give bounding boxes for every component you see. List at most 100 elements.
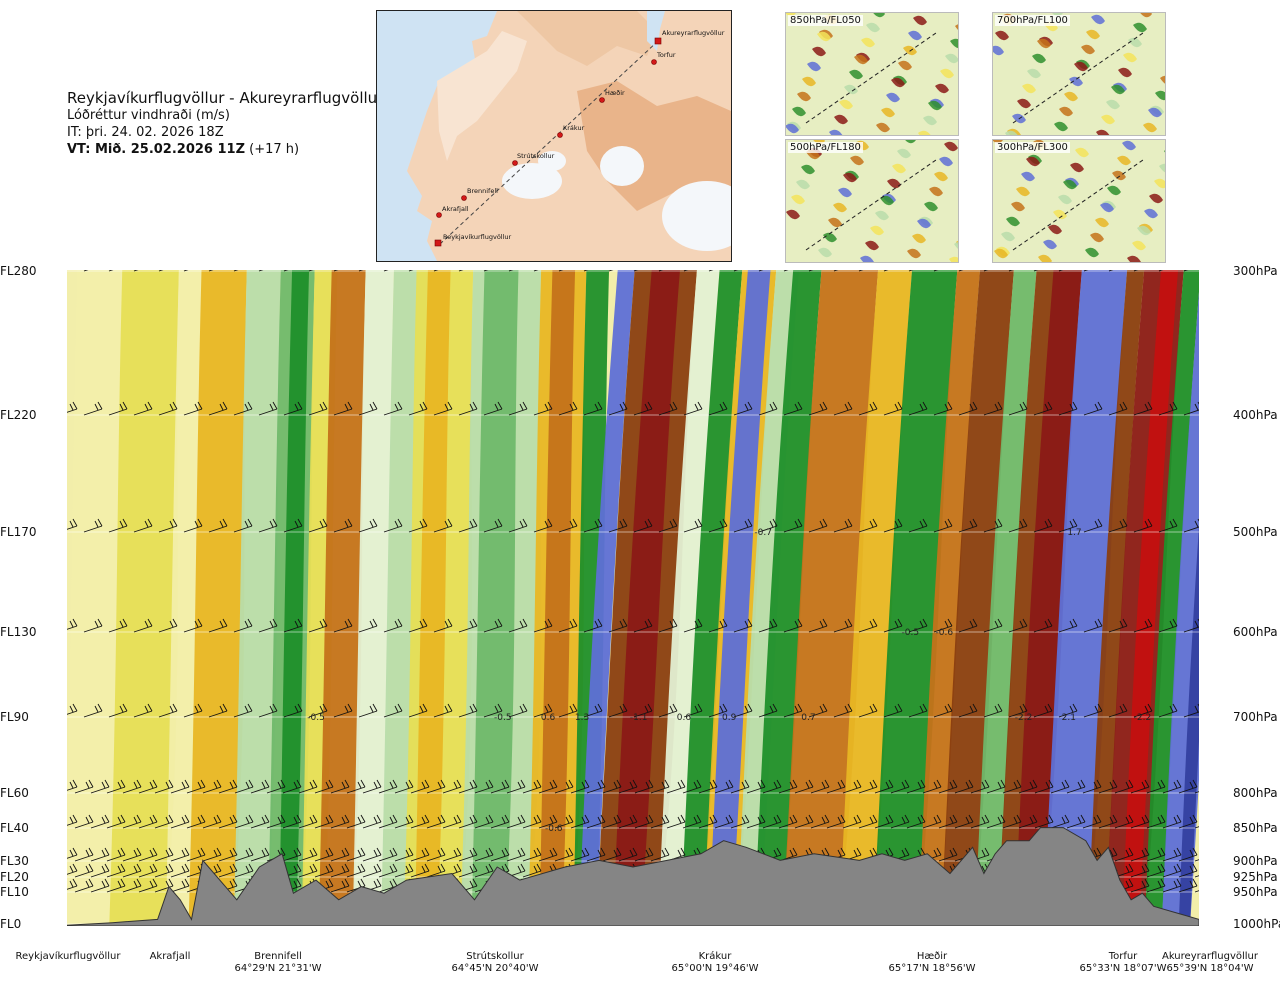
thumbnail-500hpa[interactable]: 500hPa/FL180: [785, 139, 959, 263]
wind-barb-254: [442, 779, 462, 794]
wind-barb-62: [458, 401, 478, 416]
thumb-blob-23: [913, 15, 927, 26]
thumb-blob-31: [875, 210, 889, 221]
wind-barb-240: [218, 779, 238, 794]
wind-barb-172: [908, 618, 928, 633]
thumb-blob-24: [796, 179, 810, 190]
thumb-blob-37: [1111, 84, 1125, 95]
thumb-blob-16: [860, 255, 874, 262]
thumb-blob-36: [1100, 202, 1114, 213]
thumb-blob-22: [905, 140, 916, 144]
wind-barb-81: [933, 401, 953, 416]
wind-barb-236: [154, 779, 174, 794]
wind-barb-181: [1133, 618, 1153, 633]
thumb-blob-20: [1022, 83, 1036, 94]
wind-barb-404: [538, 847, 558, 862]
velocity-band-22: [680, 270, 743, 926]
wind-barb-305: [106, 814, 126, 829]
wind-barb-272: [730, 779, 750, 794]
wind-barb-250: [378, 779, 398, 794]
value-label-8: -2.2: [1015, 713, 1033, 723]
velocity-band-36: [1088, 270, 1145, 926]
wind-barb-47: [83, 401, 103, 416]
thumb-blob-27: [881, 107, 895, 118]
wind-barb-235: [138, 779, 158, 794]
value-label-0: -0.5: [307, 713, 325, 723]
wind-barb-380: [154, 847, 174, 862]
wind-barb-465: [362, 863, 382, 878]
wind-barb-335: [586, 814, 606, 829]
velocity-band-27: [782, 270, 879, 926]
wind-barb-52: [208, 401, 228, 416]
wind-barb-391: [330, 847, 350, 862]
wind-barb-286: [954, 779, 974, 794]
wind-barb-466: [378, 863, 398, 878]
station-coord: 65°33'N 18°07'W: [1079, 963, 1167, 974]
thumbnail-850hpa[interactable]: 850hPa/FL050: [785, 12, 959, 136]
value-label-14: -0.6: [936, 628, 954, 638]
wind-barb-328: [474, 814, 494, 829]
wind-barb-302: [67, 814, 78, 826]
wind-barb-198: [408, 703, 428, 718]
thumbnail-300hpa[interactable]: 300hPa/FL300: [992, 139, 1166, 263]
wind-barb-189: [183, 703, 203, 718]
wind-barb-372: [1178, 814, 1198, 829]
right-axis-label: 500hPa: [1233, 525, 1278, 539]
velocity-band-28: [839, 270, 913, 926]
velocity-band-31: [940, 270, 1014, 926]
wind-barb-128: [958, 518, 978, 533]
velocity-band-35: [1042, 270, 1128, 926]
wind-barb-306: [122, 814, 142, 829]
thumb-blob-33: [949, 256, 958, 262]
wind-barb-304: [90, 814, 110, 829]
thumb-blob-9: [1001, 231, 1015, 242]
wind-barb-174: [958, 618, 978, 633]
velocity-band-29: [873, 270, 958, 926]
wind-barb-340: [666, 814, 686, 829]
wind-barb-441: [1130, 847, 1150, 862]
velocity-band-12: [414, 270, 451, 926]
right-axis-label: 900hPa: [1233, 854, 1278, 868]
wind-barb-161: [633, 618, 653, 633]
thumb-blob-29: [801, 164, 815, 175]
velocity-band-6: [279, 270, 310, 926]
wind-barb-221: [983, 703, 1003, 718]
thumb-blob-32: [886, 92, 900, 103]
value-label-13: -0.5: [902, 628, 920, 638]
wind-barb-259: [522, 779, 542, 794]
velocity-band-3: [188, 270, 247, 926]
wind-barb-401: [490, 847, 510, 862]
station-coord: 64°45'N 20°40'W: [451, 963, 539, 974]
wind-barb-296: [1114, 779, 1134, 794]
wind-barb-66: [558, 401, 578, 416]
wind-barb-332: [538, 814, 558, 829]
wind-barb-92: [67, 518, 78, 530]
wind-barb-202: [508, 703, 528, 718]
wind-barb-207: [633, 703, 653, 718]
wind-barb-273: [746, 779, 766, 794]
wind-barb-146: [258, 618, 278, 633]
wind-barb-179: [1083, 618, 1103, 633]
velocity-band-9: [352, 270, 394, 926]
value-label-1: -0.5: [494, 713, 512, 723]
velocity-band-39: [1144, 270, 1199, 926]
wind-barb-443: [1162, 847, 1182, 862]
station-coord: 65°39'N 18°04'W: [1166, 963, 1254, 974]
wind-barb-411: [650, 847, 670, 862]
wind-barb-252: [410, 779, 430, 794]
wind-barb-381: [170, 847, 190, 862]
wind-barb-522: [122, 878, 142, 893]
wind-barb-365: [1066, 814, 1086, 829]
thumb-blob-12: [866, 22, 880, 33]
wind-barb-76: [808, 401, 828, 416]
value-label-12: 1.7: [1067, 528, 1081, 538]
thumb-blob-28: [918, 130, 931, 135]
wind-barb-69: [633, 401, 653, 416]
thumb-blob-26: [1064, 91, 1078, 102]
station-name: Torfur: [1108, 951, 1138, 962]
thumbnail-700hpa[interactable]: 700hPa/FL100: [992, 12, 1166, 136]
thumbnail-label: 300hPa/FL300: [995, 142, 1070, 153]
wind-barb-256: [474, 779, 494, 794]
wind-barb-280: [858, 779, 878, 794]
wind-barb-123: [833, 518, 853, 533]
